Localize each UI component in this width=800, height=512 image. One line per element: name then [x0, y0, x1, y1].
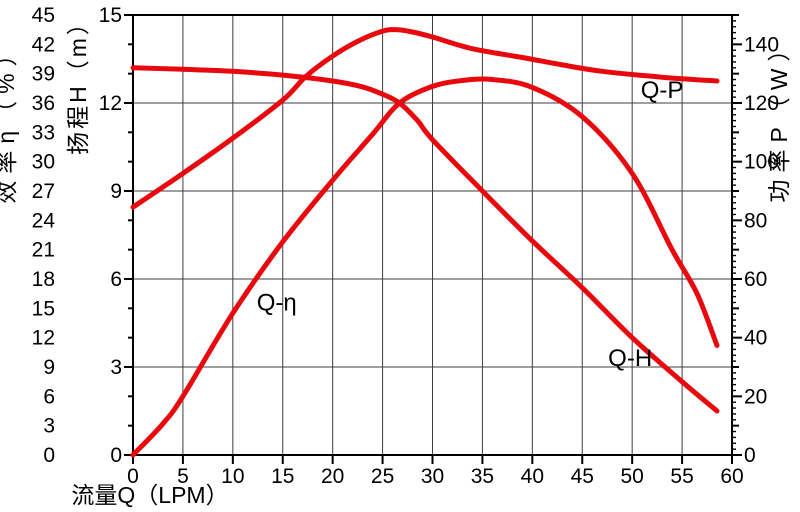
efficiency-tick-label: 9	[43, 356, 55, 379]
head-axis-title: 扬程H（m）	[65, 9, 91, 155]
flow-tick-label: 45	[571, 465, 594, 488]
power-tick-label: 20	[744, 385, 767, 408]
flow-tick-label: 50	[620, 465, 643, 488]
efficiency-tick-label: 39	[32, 63, 55, 86]
flow-tick-label: 40	[521, 465, 544, 488]
efficiency-tick-label: 0	[43, 444, 55, 467]
power-tick-label: 100	[744, 151, 779, 174]
efficiency-tick-label: 36	[32, 92, 55, 115]
efficiency-tick-label: 33	[32, 121, 55, 144]
flow-tick-label: 55	[670, 465, 693, 488]
curve-label-Q-H: Q-H	[608, 345, 652, 372]
efficiency-tick-label: 3	[43, 415, 55, 438]
head-tick-label: 0	[110, 444, 122, 467]
efficiency-tick-label: 15	[32, 297, 55, 320]
efficiency-tick-label: 12	[32, 327, 55, 350]
curve-Q-H	[130, 65, 720, 414]
power-tick-label: 60	[744, 268, 767, 291]
head-tick-label: 6	[110, 268, 122, 291]
efficiency-tick-label: 30	[32, 151, 55, 174]
flow-tick-label: 5	[177, 465, 189, 488]
efficiency-tick-label: 6	[43, 385, 55, 408]
efficiency-tick-label: 21	[32, 239, 55, 262]
curve-Q-η	[130, 76, 720, 458]
power-tick-label: 40	[744, 327, 767, 350]
flow-tick-label: 10	[221, 465, 244, 488]
head-tick-label: 12	[99, 92, 122, 115]
power-tick-label: 120	[744, 92, 779, 115]
efficiency-axis-title: 效率η（%）	[0, 36, 19, 203]
efficiency-tick-label: 18	[32, 268, 55, 291]
curve-Q-P	[130, 27, 720, 210]
efficiency-tick-label: 45	[32, 4, 55, 27]
flow-tick-label: 35	[471, 465, 494, 488]
power-tick-label: 140	[744, 33, 779, 56]
flow-axis-title: 流量Q（LPM）	[71, 482, 228, 508]
flow-tick-label: 30	[421, 465, 444, 488]
efficiency-tick-label: 27	[32, 180, 55, 203]
efficiency-tick-label: 24	[32, 209, 56, 232]
power-axis-title: 功率P（W）	[766, 31, 792, 202]
flow-tick-label: 0	[127, 465, 139, 488]
flow-tick-label: 15	[271, 465, 294, 488]
curve-label-Q-P: Q-P	[641, 77, 684, 104]
curve-label-Q-η: Q-η	[257, 289, 297, 316]
efficiency-tick-label: 42	[32, 33, 55, 56]
power-tick-label: 80	[744, 209, 767, 232]
flow-tick-label: 25	[371, 465, 394, 488]
power-tick-label: 0	[744, 444, 756, 467]
flow-tick-label: 20	[321, 465, 344, 488]
head-tick-label: 3	[110, 356, 122, 379]
head-tick-label: 15	[99, 4, 122, 27]
head-tick-label: 9	[110, 180, 122, 203]
flow-tick-label: 60	[720, 465, 743, 488]
